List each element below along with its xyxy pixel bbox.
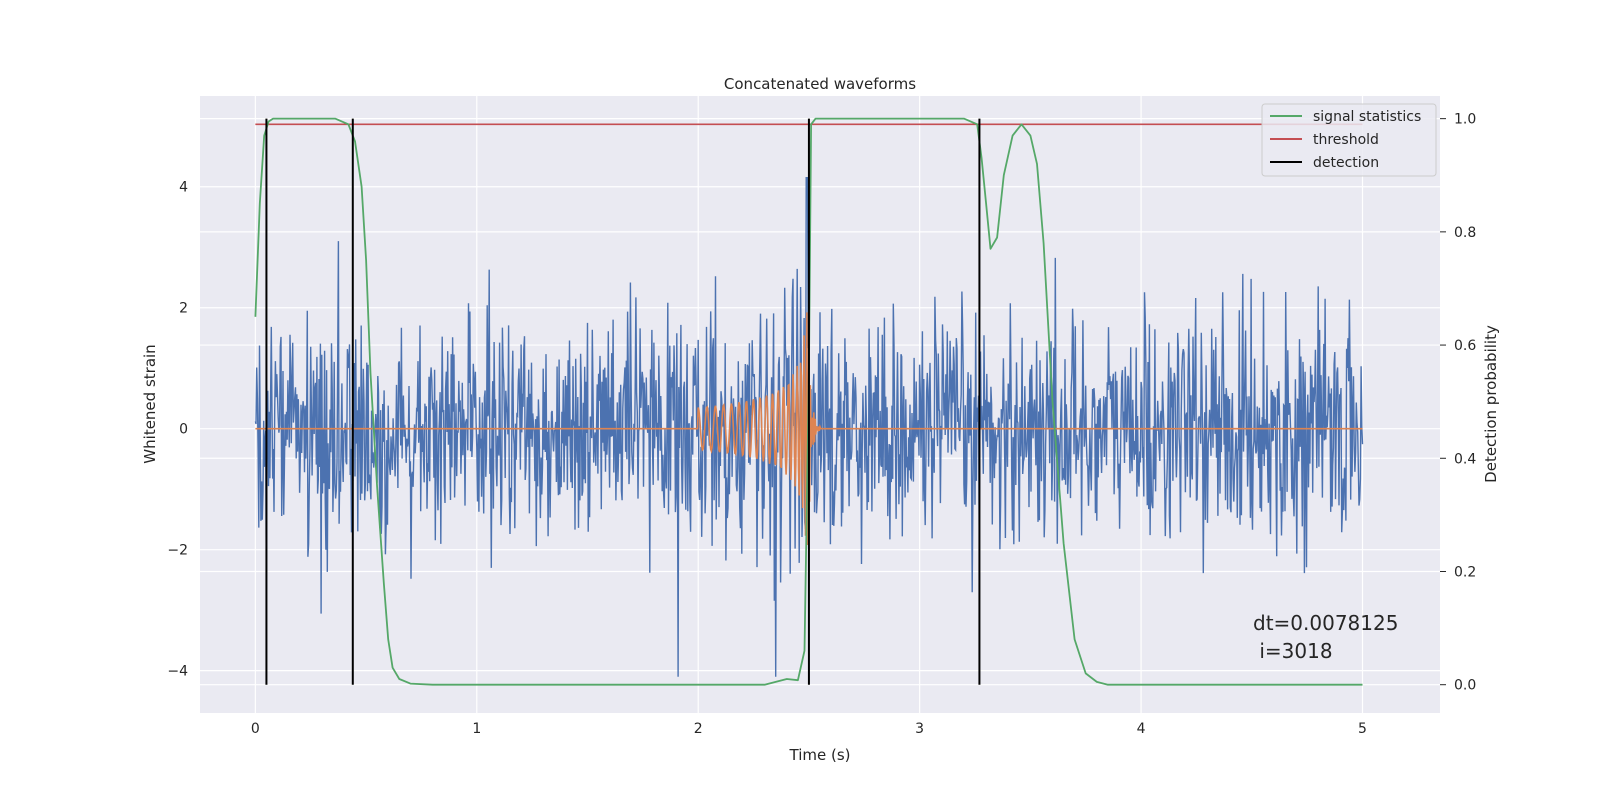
y-right-tick-label: 0.2 [1454, 564, 1476, 580]
y-right-tick-label: 1.0 [1454, 112, 1476, 128]
chart-title: Concatenated waveforms [724, 75, 916, 93]
y-axis-label-right: Detection probability [1482, 325, 1500, 483]
y-right-tick-label: 0.6 [1454, 338, 1476, 354]
legend-box [1261, 103, 1437, 177]
legend-label-threshold: threshold [1313, 132, 1379, 148]
y-tick-label: 2 [179, 301, 188, 317]
legend-label-detection: detection [1313, 155, 1379, 171]
y-tick-label: 0 [179, 422, 188, 438]
y-right-tick-label: 0.0 [1454, 678, 1476, 694]
x-tick-label: 1 [472, 721, 481, 737]
y-tick-label: 4 [179, 180, 188, 196]
y-axis-label: Whitened strain [141, 344, 159, 463]
y-tick-label: −4 [167, 664, 188, 680]
y-right-tick-label: 0.8 [1454, 225, 1476, 241]
x-tick-label: 2 [694, 721, 703, 737]
data-layer [254, 117, 1364, 686]
x-tick-label: 5 [1358, 721, 1367, 737]
legend-label-signal-statistics: signal statistics [1313, 109, 1421, 125]
legend: signal statistics threshold detection [1261, 103, 1437, 177]
annotation-dt: dt=0.0078125 [1253, 611, 1398, 635]
x-tick-label: 3 [915, 721, 924, 737]
x-axis-label: Time (s) [789, 746, 851, 764]
annotation-index: i=3018 [1253, 639, 1333, 663]
x-tick-label: 4 [1137, 721, 1146, 737]
y-right-tick-label: 0.4 [1454, 451, 1476, 467]
ticks: 0 1 2 3 4 5 −4 −2 0 2 4 0.0 0.2 0.4 0.6 0.8 1.0 [167, 112, 1476, 737]
x-tick-label: 0 [251, 721, 260, 737]
y-tick-label: −2 [167, 543, 188, 559]
